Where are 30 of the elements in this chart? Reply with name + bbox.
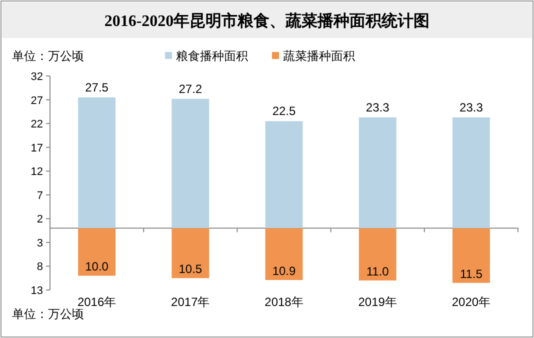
y-tick-label: 27 bbox=[30, 94, 43, 107]
data-label: 27.5 bbox=[85, 80, 109, 94]
data-label: 23.3 bbox=[460, 100, 484, 114]
x-tick-label: 2020年 bbox=[452, 295, 491, 309]
y-tick-label: 12 bbox=[30, 166, 43, 178]
data-label: 10.0 bbox=[85, 260, 109, 274]
data-label: 10.9 bbox=[272, 264, 296, 278]
x-tick-label: 2018年 bbox=[264, 295, 304, 309]
legend-label: 蔬菜播种面积 bbox=[283, 49, 355, 63]
x-tick-label: 2016年 bbox=[77, 295, 116, 309]
y2-tick-label: 13 bbox=[30, 285, 43, 297]
y-tick-label: 32 bbox=[30, 71, 43, 83]
text: 单位：万公顷 bbox=[12, 49, 84, 63]
data-label: 27.2 bbox=[178, 82, 202, 96]
chart-title: 2016-2020年昆明市粮食、蔬菜播种面积统计图 bbox=[104, 12, 430, 30]
y-tick-label: 7 bbox=[36, 190, 43, 202]
text: 单位：万公顷 bbox=[12, 307, 84, 321]
legend-label: 粮食播种面积 bbox=[176, 49, 248, 63]
data-label: 23.3 bbox=[366, 100, 390, 114]
data-label: 11.5 bbox=[460, 266, 483, 281]
data-label: 22.5 bbox=[272, 104, 296, 118]
x-tick-label: 2017年 bbox=[171, 295, 210, 309]
y-tick-label: 22 bbox=[30, 118, 43, 131]
y2-tick-label: 8 bbox=[36, 261, 43, 274]
y-tick-label: 17 bbox=[30, 142, 43, 154]
x-tick-label: 2019年 bbox=[358, 295, 397, 309]
data-label: 10.5 bbox=[178, 262, 202, 276]
data-label: 11.0 bbox=[366, 264, 390, 278]
y-tick-label: 2 bbox=[36, 214, 43, 226]
y2-tick-label: 3 bbox=[36, 237, 43, 250]
